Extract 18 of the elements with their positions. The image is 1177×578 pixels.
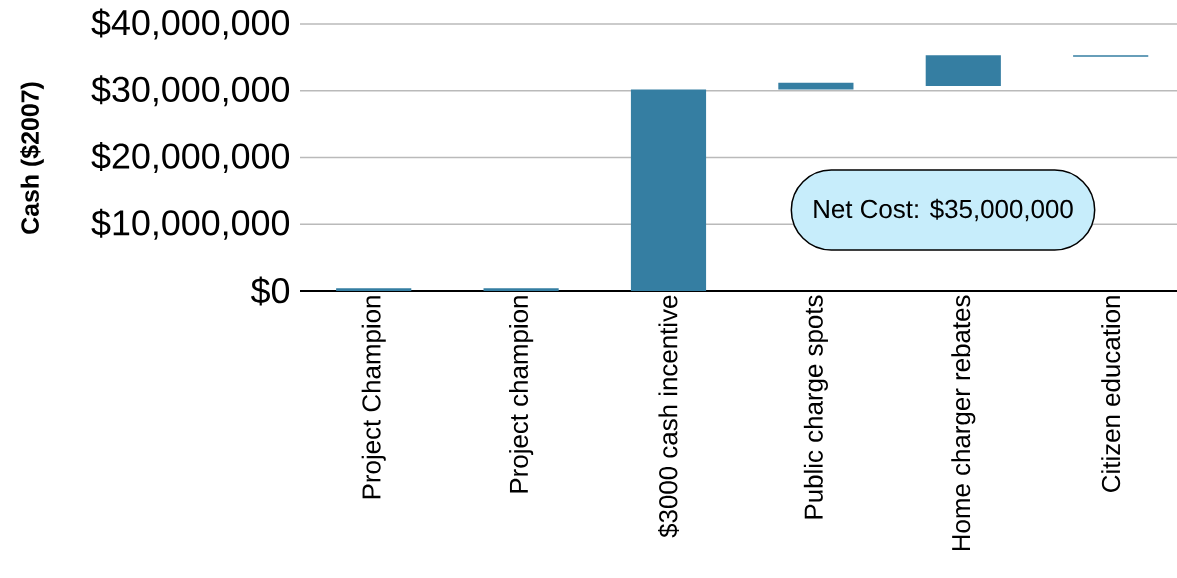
y-tick-label: $20,000,000 <box>91 141 290 174</box>
x-tick-label: Project Champion <box>361 296 386 499</box>
y-tick-label: $0 <box>250 276 290 306</box>
y-tick-label: $10,000,000 <box>91 208 290 240</box>
bar <box>336 288 412 291</box>
bar <box>630 89 707 291</box>
x-tick-label: Public charge spots <box>803 295 828 519</box>
bar <box>925 55 1001 87</box>
annotation: Net Cost: $35,000,000 <box>814 198 1073 222</box>
bar <box>778 82 854 90</box>
y-tick-label: $30,000,000 <box>91 75 290 107</box>
x-tick-label: $3000 cash incentive <box>658 295 679 538</box>
x-tick-label: Home charger rebates <box>951 295 976 551</box>
bar <box>483 288 559 291</box>
x-tick-label: Project champion <box>509 296 534 493</box>
y-tick-label: $40,000,000 <box>91 8 290 40</box>
y-axis-title: Cash ($2007) <box>20 82 44 234</box>
x-tick-label: Citizen education <box>1101 296 1121 492</box>
